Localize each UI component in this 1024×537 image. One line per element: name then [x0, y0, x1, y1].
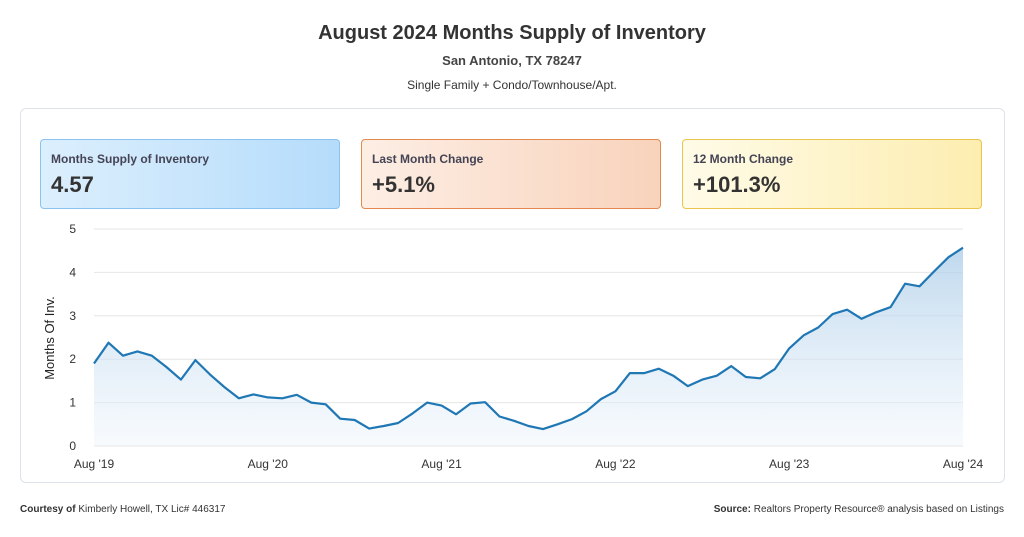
x-tick-label: Aug '23 [769, 457, 810, 471]
y-tick-label: 0 [69, 439, 76, 453]
x-tick-label: Aug '19 [74, 457, 115, 471]
courtesy-text: Kimberly Howell, TX Lic# 446317 [78, 504, 226, 515]
y-tick-label: 1 [69, 396, 76, 410]
page-title: August 2024 Months Supply of Inventory [318, 22, 706, 44]
12-month-change-card: 12 Month Change +101.3% [682, 139, 982, 209]
chart-panel [20, 108, 1005, 483]
x-tick-label: Aug '24 [943, 457, 984, 471]
source-text: Realtors Property Resource® analysis bas… [753, 504, 1004, 515]
card-label: Last Month Change [372, 152, 484, 166]
card-label: Months Supply of Inventory [51, 152, 209, 166]
months-supply-card: Months Supply of Inventory 4.57 [40, 139, 340, 209]
y-tick-label: 5 [69, 222, 76, 236]
x-tick-label: Aug '21 [421, 457, 462, 471]
y-axis-label: Months Of Inv. [42, 296, 57, 380]
y-tick-label: 2 [69, 352, 76, 366]
last-month-change-card: Last Month Change +5.1% [361, 139, 661, 209]
courtesy-label: Courtesy of [20, 504, 76, 515]
x-tick-label: Aug '22 [595, 457, 636, 471]
card-label: 12 Month Change [693, 152, 794, 166]
source-label: Source: [713, 504, 751, 515]
y-tick-label: 4 [69, 265, 76, 279]
source: Source: Realtors Property Resource® anal… [714, 504, 1004, 515]
card-value: 4.57 [51, 172, 94, 197]
area-fill [94, 247, 963, 446]
y-tick-label: 3 [69, 309, 76, 323]
property-types: Single Family + Condo/Townhouse/Apt. [407, 78, 617, 92]
card-value: +5.1% [372, 172, 435, 197]
courtesy: Courtesy of Kimberly Howell, TX Lic# 446… [20, 504, 225, 515]
card-value: +101.3% [693, 172, 781, 197]
location: San Antonio, TX 78247 [442, 53, 582, 68]
x-tick-label: Aug '20 [248, 457, 289, 471]
